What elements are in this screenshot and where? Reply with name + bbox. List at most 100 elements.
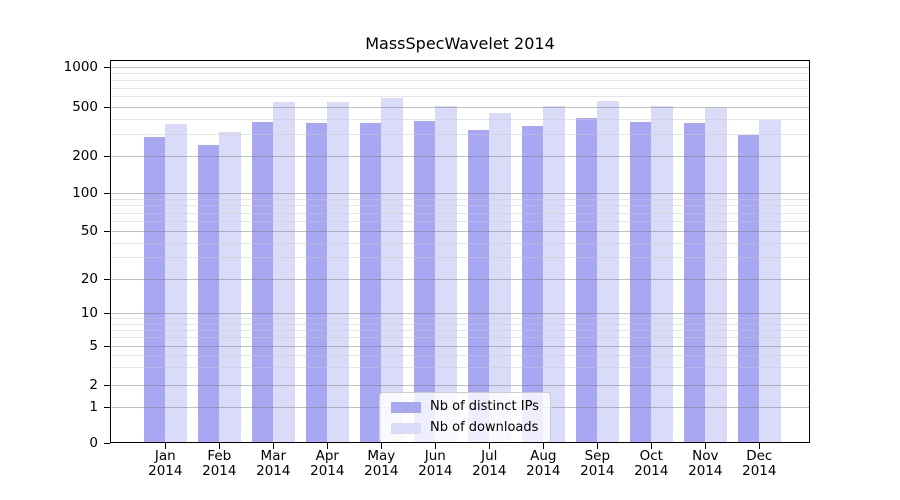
x-tick-label: Mar 2014 xyxy=(241,449,305,479)
x-tick-label: Aug 2014 xyxy=(511,449,575,479)
bar-downloads-may xyxy=(381,97,403,443)
x-tick-month: Apr xyxy=(315,448,339,464)
legend-swatch-downloads xyxy=(391,422,421,434)
y-tick-label: 20 xyxy=(80,270,98,287)
x-tick-year: 2014 xyxy=(742,463,777,479)
x-tick-mark xyxy=(651,443,653,449)
x-tick-month: Feb xyxy=(207,448,232,464)
x-tick-year: 2014 xyxy=(580,463,615,479)
bar-downloads-feb xyxy=(219,131,241,443)
x-tick-mark xyxy=(489,443,491,449)
y-tick-label: 500 xyxy=(72,99,98,115)
legend-swatch-distinct-ips xyxy=(391,401,421,413)
x-tick-year: 2014 xyxy=(634,463,669,479)
bar-downloads-sep xyxy=(597,100,619,443)
bar-distinct-ips-jan xyxy=(143,137,166,443)
x-tick-year: 2014 xyxy=(148,463,183,479)
bar-distinct-ips-mar xyxy=(251,121,274,443)
y-tick-label: 5 xyxy=(89,338,98,354)
x-tick-mark xyxy=(381,443,383,449)
legend-item-downloads: Nb of downloads xyxy=(391,420,539,436)
y-tick-mark xyxy=(104,156,110,157)
y-tick-mark xyxy=(104,407,110,408)
x-tick-label: Sep 2014 xyxy=(565,449,629,479)
x-tick-mark xyxy=(435,443,437,449)
x-tick-label: Jun 2014 xyxy=(403,449,467,479)
x-tick-year: 2014 xyxy=(256,463,291,479)
x-tick-month: Jul xyxy=(481,448,498,464)
x-tick-month: Dec xyxy=(746,448,773,464)
y-tick-label: 1000 xyxy=(63,59,98,75)
y-tick-mark xyxy=(104,67,110,68)
y-tick-label: 1 xyxy=(89,399,98,415)
legend-item-distinct-ips: Nb of distinct IPs xyxy=(391,399,539,415)
x-tick-mark xyxy=(327,443,329,449)
x-tick-label: Nov 2014 xyxy=(673,449,737,479)
legend: Nb of distinct IPs Nb of downloads xyxy=(379,392,551,443)
x-tick-year: 2014 xyxy=(364,463,399,479)
y-tick-label: 100 xyxy=(72,185,98,201)
x-tick-year: 2014 xyxy=(688,463,723,479)
bar-distinct-ips-apr xyxy=(305,123,328,443)
x-tick-mark xyxy=(597,443,599,449)
bar-distinct-ips-aug xyxy=(521,125,544,443)
bar-distinct-ips-may xyxy=(359,122,382,443)
x-tick-year: 2014 xyxy=(310,463,345,479)
y-tick-mark xyxy=(104,313,110,314)
x-tick-month: Jun xyxy=(424,448,446,464)
bar-distinct-ips-sep xyxy=(575,118,598,443)
x-tick-year: 2014 xyxy=(418,463,453,479)
y-tick-mark xyxy=(104,278,110,280)
bar-distinct-ips-jun xyxy=(413,120,436,443)
x-tick-year: 2014 xyxy=(526,463,561,479)
x-tick-month: Sep xyxy=(584,448,611,464)
y-tick-mark xyxy=(104,107,110,108)
y-tick-mark xyxy=(104,443,110,444)
bar-downloads-apr xyxy=(327,101,349,443)
y-tick-label: 200 xyxy=(72,148,98,164)
x-tick-label: Jul 2014 xyxy=(457,449,521,479)
bar-downloads-jul xyxy=(489,113,511,443)
x-tick-mark xyxy=(759,443,761,449)
bar-downloads-jun xyxy=(435,105,457,443)
y-tick-mark xyxy=(104,384,110,386)
y-tick-label: 50 xyxy=(80,223,98,239)
legend-label-distinct-ips: Nb of distinct IPs xyxy=(430,399,539,414)
x-tick-month: Mar xyxy=(260,448,287,464)
bar-downloads-jan xyxy=(165,123,187,443)
x-tick-label: Dec 2014 xyxy=(727,449,791,479)
x-tick-month: Oct xyxy=(639,448,663,464)
bar-distinct-ips-nov xyxy=(683,123,706,443)
bar-downloads-nov xyxy=(705,108,727,443)
y-tick-mark xyxy=(104,231,110,232)
y-tick-label: 10 xyxy=(80,305,98,321)
bars-layer xyxy=(110,60,810,443)
x-tick-month: Aug xyxy=(530,448,557,464)
y-tick-mark xyxy=(104,193,110,194)
bar-downloads-dec xyxy=(759,119,781,443)
bar-distinct-ips-oct xyxy=(629,122,652,443)
x-tick-label: Jan 2014 xyxy=(133,449,197,479)
x-tick-mark xyxy=(219,443,221,449)
x-tick-mark xyxy=(543,443,545,449)
x-tick-label: Oct 2014 xyxy=(619,449,683,479)
bar-distinct-ips-jul xyxy=(467,129,490,443)
legend-label-downloads: Nb of downloads xyxy=(430,420,539,435)
x-tick-mark xyxy=(273,443,275,449)
x-tick-mark xyxy=(705,443,707,449)
bar-distinct-ips-feb xyxy=(197,145,220,443)
x-tick-year: 2014 xyxy=(202,463,237,479)
x-tick-month: Jan xyxy=(154,448,176,464)
chart-title: MassSpecWavelet 2014 xyxy=(365,34,555,53)
x-tick-label: Feb 2014 xyxy=(187,449,251,479)
x-tick-month: Nov xyxy=(692,448,719,464)
bar-distinct-ips-dec xyxy=(737,135,760,443)
x-tick-month: May xyxy=(367,448,396,464)
bar-downloads-mar xyxy=(273,102,295,443)
x-tick-label: May 2014 xyxy=(349,449,413,479)
y-tick-label: 2 xyxy=(89,376,98,393)
bar-downloads-oct xyxy=(651,105,673,443)
x-tick-label: Apr 2014 xyxy=(295,449,359,479)
x-tick-mark xyxy=(165,443,167,449)
